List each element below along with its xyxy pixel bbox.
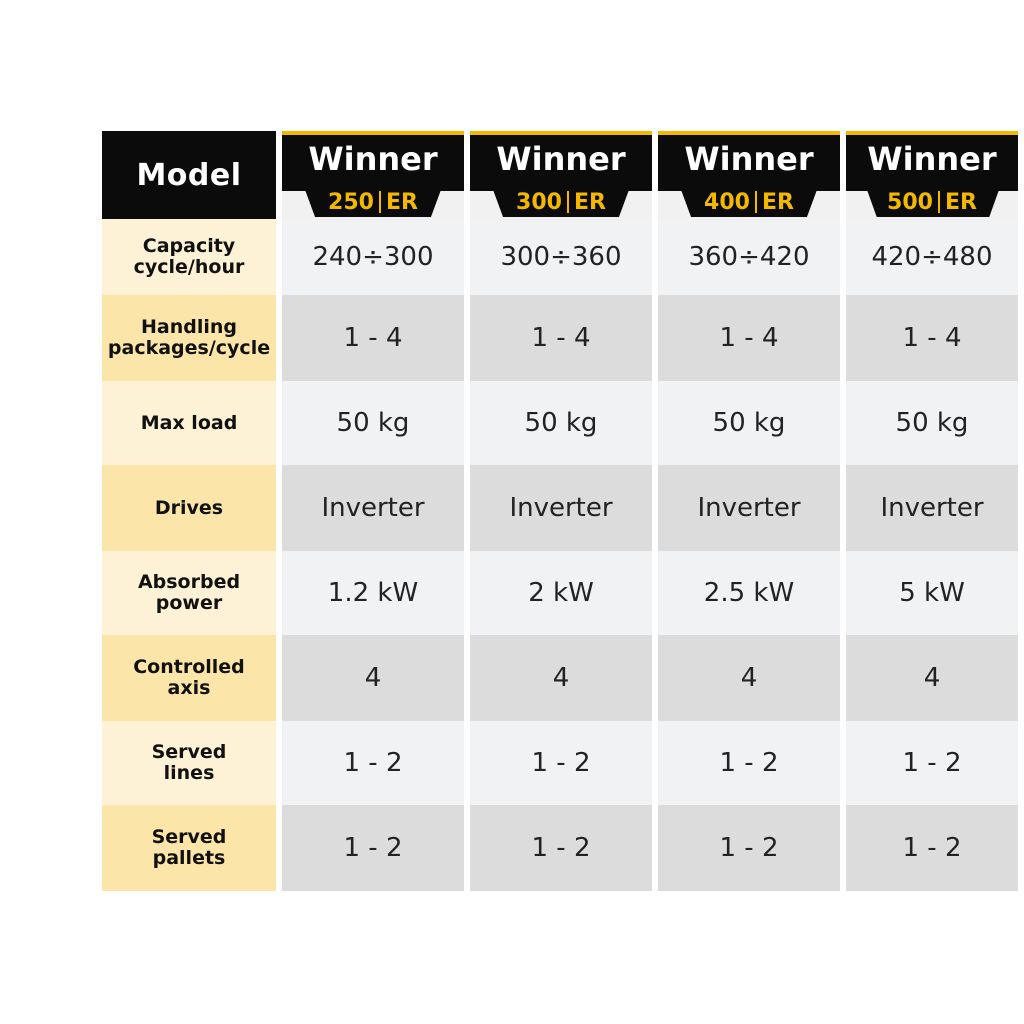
row-label: Absorbed power <box>102 551 276 635</box>
table-cell: 4 <box>658 635 840 721</box>
table-cell: 1 - 2 <box>846 721 1018 805</box>
model-name: Winner <box>867 140 997 178</box>
model-name: Winner <box>684 140 814 178</box>
table-cell: Inverter <box>470 465 652 551</box>
model-column-header: Winner 400 ER <box>658 131 840 219</box>
model-header: Model <box>102 131 276 219</box>
row-label: Handling packages/cycle <box>102 295 276 381</box>
table-cell: 360÷420 <box>658 219 840 295</box>
table-cell: 1 - 2 <box>846 805 1018 891</box>
table-cell: 1.2 kW <box>282 551 464 635</box>
row-label: Drives <box>102 465 276 551</box>
row-label: Served lines <box>102 721 276 805</box>
table-cell: 2 kW <box>470 551 652 635</box>
table-cell: Inverter <box>658 465 840 551</box>
model-column-header: Winner 250 ER <box>282 131 464 219</box>
table-cell: 1 - 4 <box>658 295 840 381</box>
table-cell: 1 - 2 <box>470 805 652 891</box>
model-column-header: Winner 500 ER <box>846 131 1018 219</box>
table-row: Max load 50 kg 50 kg 50 kg 50 kg <box>102 381 1018 465</box>
table-cell: 1 - 2 <box>282 805 464 891</box>
spec-rows: Capacity cycle/hour 240÷300 300÷360 360÷420 4… <box>102 219 1018 891</box>
table-cell: 1 - 4 <box>282 295 464 381</box>
table-row: Absorbed power 1.2 kW 2 kW 2.5 kW 5 kW <box>102 551 1018 635</box>
model-variant: 400 ER <box>704 189 794 215</box>
table-cell: 300÷360 <box>470 219 652 295</box>
model-column-header: Winner 300 ER <box>470 131 652 219</box>
table-cell: 50 kg <box>470 381 652 465</box>
table-cell: 420÷480 <box>846 219 1018 295</box>
model-variant: 500 ER <box>887 189 977 215</box>
row-label: Max load <box>102 381 276 465</box>
model-name: Winner <box>308 140 438 178</box>
table-cell: 4 <box>470 635 652 721</box>
table-row: Controlled axis 4 4 4 4 <box>102 635 1018 721</box>
table-cell: 1 - 2 <box>658 805 840 891</box>
model-name: Winner <box>496 140 626 178</box>
header-row: Model Winner 250 ER Winner 300 ER Winner 4… <box>102 131 1018 219</box>
model-variant: 300 ER <box>516 189 606 215</box>
table-row: Capacity cycle/hour 240÷300 300÷360 360÷420 4… <box>102 219 1018 295</box>
row-label: Controlled axis <box>102 635 276 721</box>
table-cell: 50 kg <box>846 381 1018 465</box>
table-cell: 50 kg <box>658 381 840 465</box>
table-cell: 50 kg <box>282 381 464 465</box>
table-cell: 4 <box>282 635 464 721</box>
model-variant: 250 ER <box>328 189 418 215</box>
table-cell: Inverter <box>846 465 1018 551</box>
table-cell: 240÷300 <box>282 219 464 295</box>
spec-table: Model Winner 250 ER Winner 300 ER Winner 4… <box>102 131 1018 891</box>
table-cell: 2.5 kW <box>658 551 840 635</box>
table-cell: 1 - 2 <box>282 721 464 805</box>
row-label: Capacity cycle/hour <box>102 219 276 295</box>
table-row: Drives Inverter Inverter Inverter Inverter <box>102 465 1018 551</box>
table-cell: 1 - 4 <box>846 295 1018 381</box>
table-cell: 5 kW <box>846 551 1018 635</box>
table-cell: Inverter <box>282 465 464 551</box>
table-cell: 1 - 2 <box>658 721 840 805</box>
table-cell: 4 <box>846 635 1018 721</box>
table-cell: 1 - 4 <box>470 295 652 381</box>
row-label: Served pallets <box>102 805 276 891</box>
table-cell: 1 - 2 <box>470 721 652 805</box>
